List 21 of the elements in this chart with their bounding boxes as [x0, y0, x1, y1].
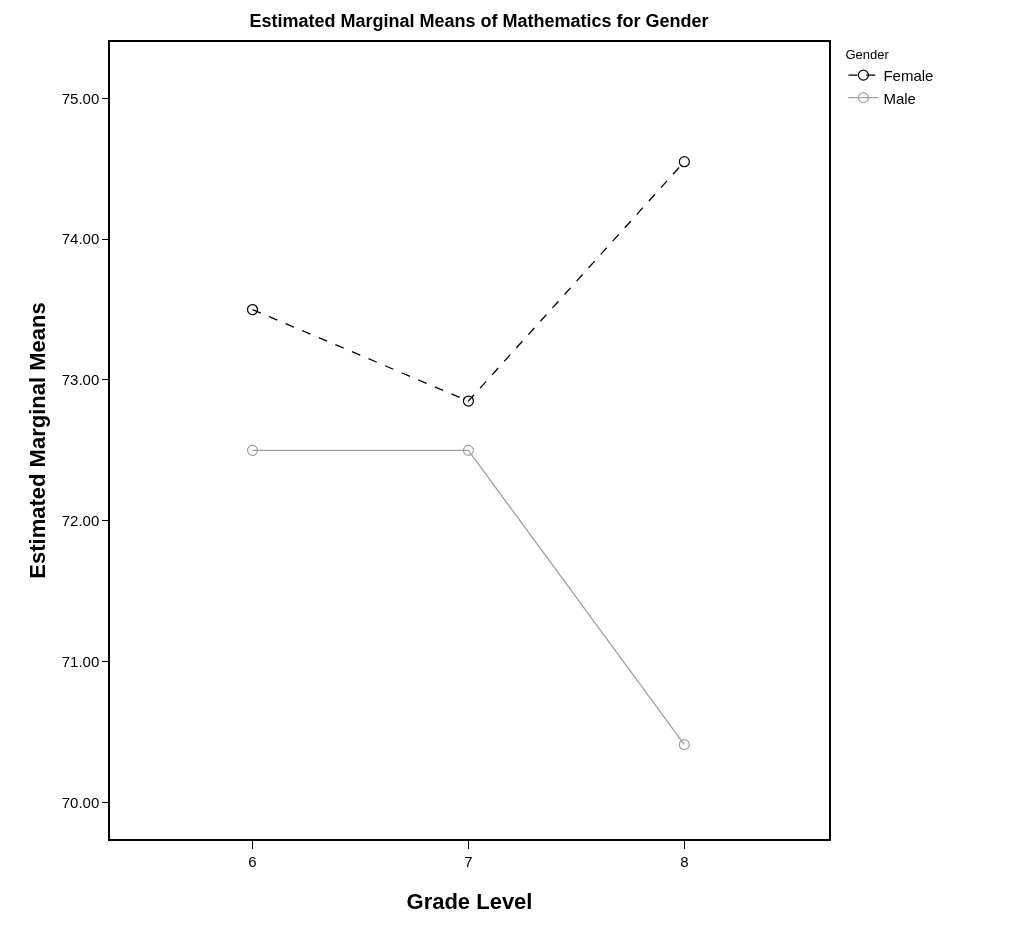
y-tick-label: 75.00	[61, 89, 100, 107]
y-tick-label: 74.00	[61, 230, 100, 248]
x-tick-label: 7	[464, 852, 473, 870]
point	[678, 156, 690, 168]
point	[462, 444, 475, 456]
y-tick-label: 71.00	[61, 652, 100, 670]
point	[678, 739, 690, 751]
legend-label: Male	[883, 89, 916, 107]
point	[246, 303, 259, 316]
chart-title: Estimated Marginal Means of Mathematics for Gender	[249, 10, 709, 31]
x-tick-label: 6	[248, 852, 257, 870]
y-axis-title: Estimated Marginal Means	[25, 302, 50, 579]
legend-label: Female	[883, 67, 934, 84]
point	[246, 444, 259, 456]
y-tick-label: 70.00	[61, 793, 100, 811]
point	[462, 395, 475, 407]
y-tick-label: 72.00	[61, 512, 100, 530]
x-tick-label: 8	[680, 852, 689, 870]
y-tick-label: 73.00	[61, 371, 100, 389]
x-axis-title: Grade Level	[406, 889, 533, 915]
legend-title: Gender	[845, 46, 890, 62]
